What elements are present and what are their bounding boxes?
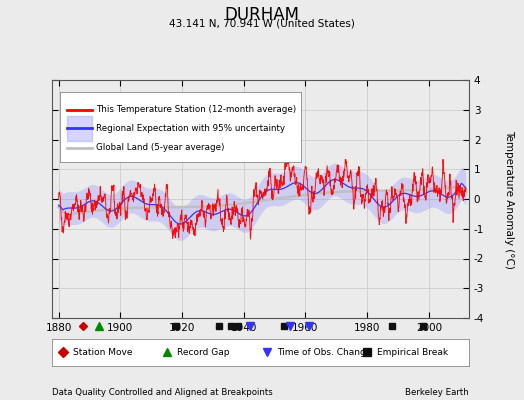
Text: Record Gap: Record Gap xyxy=(177,348,230,357)
Text: Time of Obs. Change: Time of Obs. Change xyxy=(277,348,372,357)
Text: DURHAM: DURHAM xyxy=(224,6,300,24)
Text: Global Land (5-year average): Global Land (5-year average) xyxy=(96,144,225,152)
Text: Berkeley Earth: Berkeley Earth xyxy=(405,388,469,397)
Text: Regional Expectation with 95% uncertainty: Regional Expectation with 95% uncertaint… xyxy=(96,124,286,133)
Text: 43.141 N, 70.941 W (United States): 43.141 N, 70.941 W (United States) xyxy=(169,18,355,28)
Text: This Temperature Station (12-month average): This Temperature Station (12-month avera… xyxy=(96,105,297,114)
Y-axis label: Temperature Anomaly (°C): Temperature Anomaly (°C) xyxy=(504,130,514,268)
Text: Empirical Break: Empirical Break xyxy=(377,348,449,357)
Text: Station Move: Station Move xyxy=(73,348,133,357)
Text: Data Quality Controlled and Aligned at Breakpoints: Data Quality Controlled and Aligned at B… xyxy=(52,388,273,397)
